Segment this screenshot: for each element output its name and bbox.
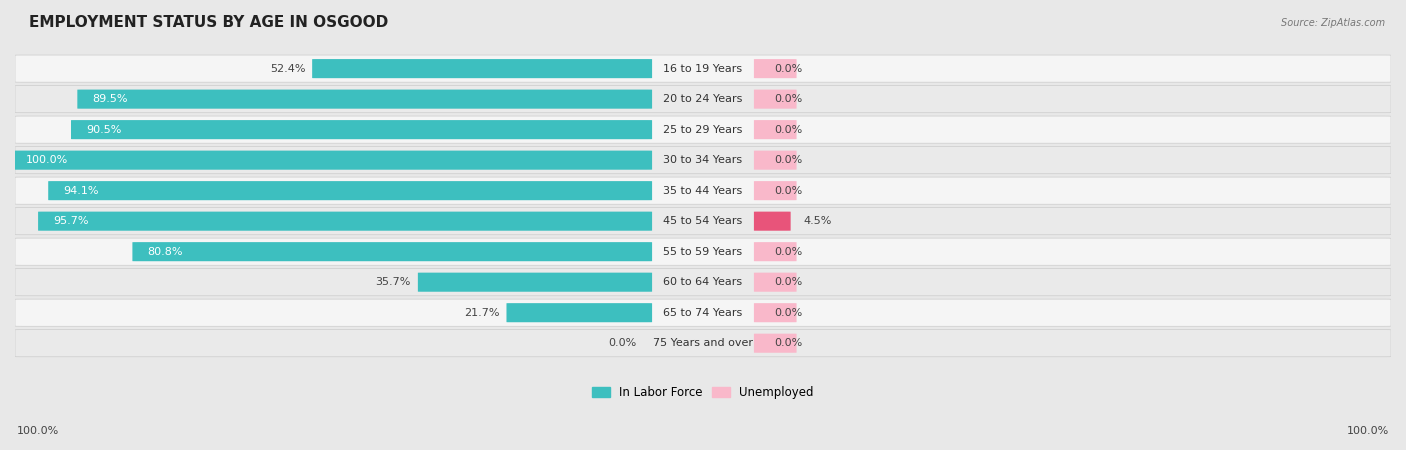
Text: 21.7%: 21.7%	[464, 308, 499, 318]
Text: 0.0%: 0.0%	[775, 186, 803, 196]
Text: 0.0%: 0.0%	[775, 308, 803, 318]
FancyBboxPatch shape	[754, 273, 797, 292]
Text: 94.1%: 94.1%	[63, 186, 98, 196]
FancyBboxPatch shape	[754, 303, 797, 322]
Text: 20 to 24 Years: 20 to 24 Years	[664, 94, 742, 104]
Text: 100.0%: 100.0%	[17, 427, 59, 436]
FancyBboxPatch shape	[77, 90, 652, 109]
FancyBboxPatch shape	[15, 116, 1391, 143]
Text: 4.5%: 4.5%	[803, 216, 831, 226]
Text: 95.7%: 95.7%	[53, 216, 89, 226]
FancyBboxPatch shape	[15, 86, 1391, 112]
FancyBboxPatch shape	[754, 151, 797, 170]
Text: 60 to 64 Years: 60 to 64 Years	[664, 277, 742, 287]
Legend: In Labor Force, Unemployed: In Labor Force, Unemployed	[588, 381, 818, 404]
Text: 35 to 44 Years: 35 to 44 Years	[664, 186, 742, 196]
Text: 89.5%: 89.5%	[93, 94, 128, 104]
Text: 52.4%: 52.4%	[270, 63, 305, 74]
Text: 16 to 19 Years: 16 to 19 Years	[664, 63, 742, 74]
FancyBboxPatch shape	[72, 120, 652, 139]
FancyBboxPatch shape	[15, 330, 1391, 357]
FancyBboxPatch shape	[15, 238, 1391, 265]
FancyBboxPatch shape	[15, 147, 1391, 174]
Text: 90.5%: 90.5%	[86, 125, 121, 135]
FancyBboxPatch shape	[15, 55, 1391, 82]
Text: 0.0%: 0.0%	[775, 125, 803, 135]
FancyBboxPatch shape	[754, 59, 797, 78]
Text: 0.0%: 0.0%	[775, 338, 803, 348]
Text: 30 to 34 Years: 30 to 34 Years	[664, 155, 742, 165]
FancyBboxPatch shape	[754, 333, 797, 353]
Text: EMPLOYMENT STATUS BY AGE IN OSGOOD: EMPLOYMENT STATUS BY AGE IN OSGOOD	[28, 15, 388, 30]
FancyBboxPatch shape	[312, 59, 652, 78]
Text: 55 to 59 Years: 55 to 59 Years	[664, 247, 742, 256]
FancyBboxPatch shape	[506, 303, 652, 322]
Text: 0.0%: 0.0%	[775, 155, 803, 165]
FancyBboxPatch shape	[38, 212, 652, 231]
FancyBboxPatch shape	[418, 273, 652, 292]
FancyBboxPatch shape	[15, 269, 1391, 296]
FancyBboxPatch shape	[754, 90, 797, 109]
Text: Source: ZipAtlas.com: Source: ZipAtlas.com	[1281, 18, 1385, 28]
Text: 0.0%: 0.0%	[775, 277, 803, 287]
Text: 0.0%: 0.0%	[775, 94, 803, 104]
FancyBboxPatch shape	[754, 120, 797, 139]
Text: 100.0%: 100.0%	[25, 155, 69, 165]
FancyBboxPatch shape	[754, 242, 797, 261]
Text: 75 Years and over: 75 Years and over	[652, 338, 754, 348]
FancyBboxPatch shape	[132, 242, 652, 261]
Text: 25 to 29 Years: 25 to 29 Years	[664, 125, 742, 135]
Text: 45 to 54 Years: 45 to 54 Years	[664, 216, 742, 226]
Text: 0.0%: 0.0%	[609, 338, 637, 348]
Text: 0.0%: 0.0%	[775, 247, 803, 256]
Text: 80.8%: 80.8%	[148, 247, 183, 256]
Text: 35.7%: 35.7%	[375, 277, 411, 287]
FancyBboxPatch shape	[15, 299, 1391, 326]
FancyBboxPatch shape	[15, 207, 1391, 235]
FancyBboxPatch shape	[15, 177, 1391, 204]
Text: 100.0%: 100.0%	[1347, 427, 1389, 436]
FancyBboxPatch shape	[754, 212, 790, 231]
FancyBboxPatch shape	[754, 181, 797, 200]
FancyBboxPatch shape	[11, 151, 652, 170]
FancyBboxPatch shape	[48, 181, 652, 200]
Text: 65 to 74 Years: 65 to 74 Years	[664, 308, 742, 318]
Text: 0.0%: 0.0%	[775, 63, 803, 74]
